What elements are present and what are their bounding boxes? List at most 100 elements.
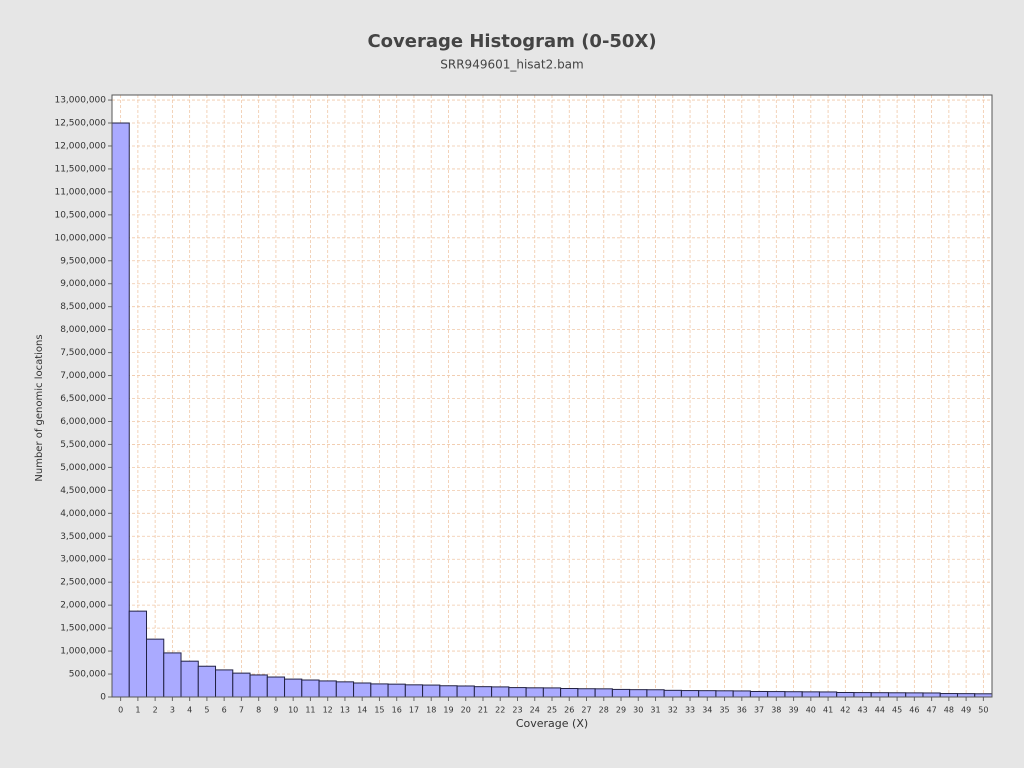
bar: [439, 685, 458, 698]
bar: [629, 689, 648, 698]
bar: [749, 690, 769, 698]
x-tick-label: 5: [204, 706, 209, 715]
x-axis-label: Coverage (X): [516, 717, 588, 730]
x-tick-label: 40: [806, 706, 816, 715]
x-tick-label: 25: [547, 706, 557, 715]
y-tick-label: 4,000,000: [60, 509, 106, 519]
y-tick-label: 12,500,000: [54, 119, 106, 129]
x-tick-label: 14: [357, 706, 367, 715]
bar: [956, 693, 976, 698]
bar: [284, 678, 303, 698]
x-tick-label: 50: [978, 706, 988, 715]
bar: [146, 638, 165, 698]
x-tick-label: 11: [305, 706, 315, 715]
y-tick-label: 9,000,000: [60, 279, 106, 289]
x-tick-label: 46: [909, 706, 919, 715]
y-tick-label: 5,000,000: [60, 463, 106, 473]
x-tick-label: 22: [495, 706, 505, 715]
x-tick-label: 37: [754, 706, 764, 715]
bar: [767, 691, 786, 698]
y-tick-label: 1,500,000: [60, 624, 106, 634]
bar: [663, 689, 682, 698]
y-tick-label: 8,500,000: [60, 302, 106, 312]
x-tick-label: 4: [187, 706, 192, 715]
bar: [525, 687, 544, 698]
bar: [491, 686, 510, 698]
bar: [508, 687, 527, 698]
bar: [128, 610, 148, 698]
y-tick-label: 7,500,000: [60, 348, 106, 358]
bar: [422, 684, 441, 698]
bar: [577, 688, 596, 698]
y-tick-label: 500,000: [69, 670, 106, 680]
bar: [215, 669, 234, 698]
bar: [560, 688, 579, 698]
x-tick-label: 2: [153, 706, 158, 715]
bar: [680, 690, 700, 698]
bar: [232, 672, 251, 698]
x-tick-label: 23: [512, 706, 522, 715]
x-tick-label: 13: [340, 706, 350, 715]
y-tick-label: 12,000,000: [54, 141, 106, 151]
x-tick-label: 43: [857, 706, 867, 715]
x-tick-label: 27: [581, 706, 591, 715]
y-tick-label: 7,000,000: [60, 371, 106, 381]
y-tick-label: 11,500,000: [54, 164, 106, 174]
bar: [387, 683, 406, 698]
x-tick-label: 3: [170, 706, 175, 715]
x-tick-label: 44: [875, 706, 885, 715]
bar: [335, 681, 355, 698]
bar: [784, 691, 803, 698]
y-tick-label: 0: [100, 693, 106, 703]
bar: [887, 692, 907, 698]
y-tick-label: 10,000,000: [54, 233, 106, 243]
bar: [715, 690, 734, 698]
x-tick-label: 20: [461, 706, 471, 715]
x-tick-label: 12: [323, 706, 333, 715]
x-tick-label: 30: [633, 706, 643, 715]
bar: [853, 692, 872, 698]
x-tick-label: 32: [668, 706, 678, 715]
bar: [611, 688, 631, 698]
bar: [111, 122, 130, 698]
bar: [180, 660, 199, 698]
chart-title: Coverage Histogram (0-50X): [367, 31, 656, 52]
x-tick-label: 47: [927, 706, 937, 715]
bar: [646, 689, 665, 698]
y-tick-label: 10,500,000: [54, 210, 106, 220]
x-tick-label: 6: [222, 706, 227, 715]
x-tick-label: 9: [273, 706, 278, 715]
bar: [266, 676, 286, 698]
x-tick-label: 38: [771, 706, 781, 715]
x-tick-label: 21: [478, 706, 488, 715]
bar: [318, 680, 337, 698]
x-tick-label: 49: [961, 706, 971, 715]
x-tick-label: 18: [426, 706, 436, 715]
bar: [353, 682, 372, 698]
bar: [456, 685, 475, 698]
x-tick-label: 29: [616, 706, 626, 715]
y-tick-label: 6,000,000: [60, 417, 106, 427]
x-tick-label: 15: [374, 706, 384, 715]
x-tick-label: 1: [135, 706, 140, 715]
x-tick-label: 7: [239, 706, 244, 715]
y-tick-label: 3,000,000: [60, 555, 106, 565]
x-tick-label: 19: [443, 706, 453, 715]
x-tick-label: 31: [650, 706, 660, 715]
x-tick-label: 26: [564, 706, 574, 715]
bar: [905, 692, 924, 698]
y-tick-label: 4,500,000: [60, 486, 106, 496]
chart-subtitle: SRR949601_hisat2.bam: [440, 58, 583, 72]
y-tick-label: 3,500,000: [60, 532, 106, 542]
bar: [370, 683, 389, 698]
bar: [301, 679, 320, 698]
x-tick-label: 48: [944, 706, 954, 715]
bar: [870, 692, 889, 698]
bar: [404, 684, 424, 698]
x-tick-label: 17: [409, 706, 419, 715]
x-tick-label: 34: [702, 706, 712, 715]
x-tick-label: 35: [719, 706, 729, 715]
bar: [542, 687, 562, 698]
